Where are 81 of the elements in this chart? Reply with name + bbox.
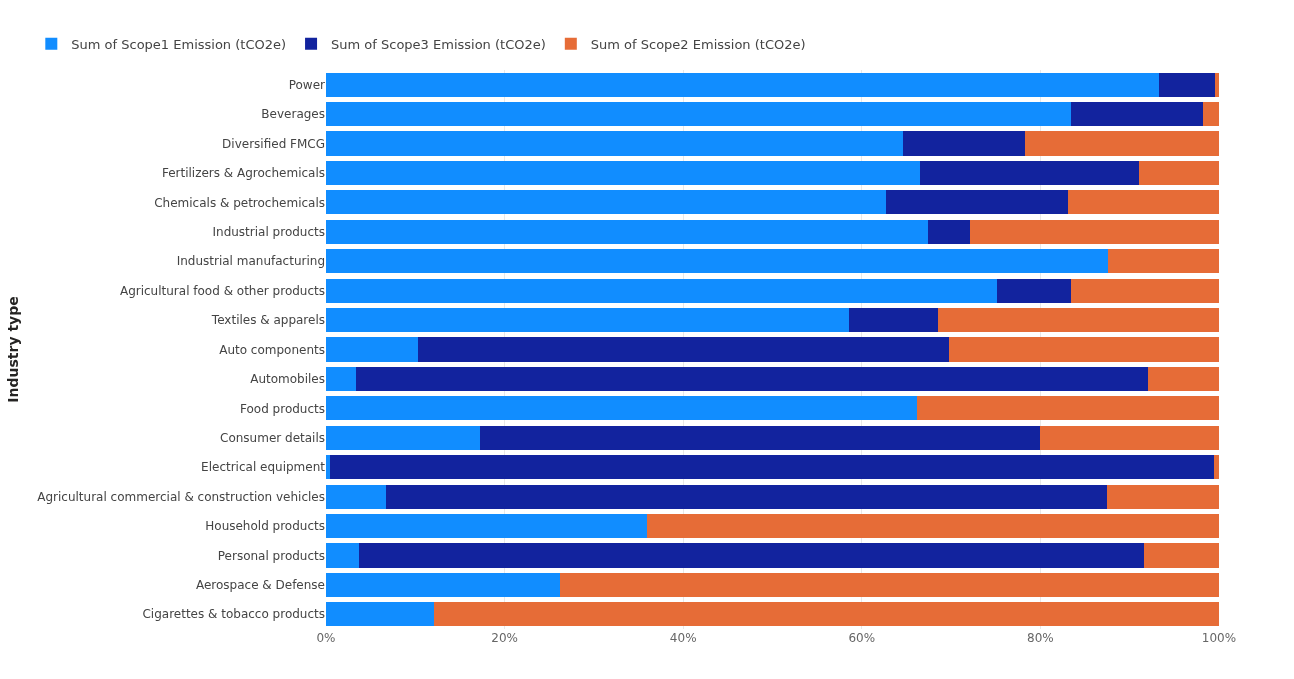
bar	[326, 337, 418, 362]
bar	[326, 131, 903, 156]
bar	[937, 308, 1219, 333]
y-tick-label: Chemicals & petrochemicals	[154, 195, 325, 210]
y-tick-label: Household products	[205, 519, 325, 534]
y-tick-label: Diversified FMCG	[222, 136, 325, 151]
bar	[329, 455, 1214, 480]
bar	[949, 337, 1219, 362]
bar	[1215, 72, 1219, 97]
y-axis-title: Industry type	[4, 296, 21, 403]
bar	[326, 396, 918, 421]
y-tick-label: Industrial products	[212, 225, 325, 240]
bar	[1025, 131, 1219, 156]
bar	[326, 219, 928, 244]
x-tick-label: 60%	[848, 631, 876, 645]
bar	[326, 72, 1160, 97]
bar	[917, 396, 1219, 421]
bar	[1202, 102, 1219, 127]
bar	[1147, 366, 1219, 391]
bar	[849, 308, 938, 333]
bar	[434, 602, 1219, 627]
bar	[480, 425, 1041, 450]
y-tick-label: Beverages	[261, 107, 325, 122]
bar	[356, 366, 1148, 391]
bar	[326, 513, 648, 539]
bar	[326, 160, 920, 186]
bar	[326, 308, 850, 333]
bar	[1159, 72, 1216, 97]
bar	[1070, 102, 1203, 127]
y-tick-label: Aerospace & Defense	[195, 578, 325, 593]
y-tick-label: Automobiles	[250, 372, 325, 387]
x-tick-label: 0%	[316, 631, 336, 645]
x-tick-label: 80%	[1027, 631, 1054, 645]
bar	[326, 543, 360, 568]
bar	[1108, 249, 1219, 274]
bar	[1107, 484, 1219, 509]
bar	[326, 425, 481, 450]
bar	[326, 484, 386, 509]
x-tick-label: 20%	[491, 631, 518, 645]
bar	[359, 543, 1144, 568]
bar	[326, 366, 357, 391]
legend-label: Sum of Scope2 Emission (tCO2e)	[590, 36, 806, 52]
bar	[326, 190, 886, 215]
bar	[326, 572, 560, 597]
legend-label: Sum of Scope3 Emission (tCO2e)	[331, 36, 546, 52]
bar	[1143, 543, 1219, 568]
y-tick-label: Textiles & apparels	[210, 313, 325, 328]
y-tick-label: Fertilizers & Agrochemicals	[161, 166, 325, 181]
y-tick-label: Agricultural commercial & construction vehicles	[37, 489, 325, 504]
legend-label: Sum of Scope1 Emission (tCO2e)	[71, 36, 287, 52]
bar	[885, 190, 1069, 215]
bar	[996, 278, 1071, 303]
y-tick-label: Personal products	[217, 548, 325, 563]
bar	[1070, 278, 1219, 303]
bar	[326, 455, 330, 480]
x-tick-label: 100%	[1201, 631, 1237, 645]
bar	[326, 602, 435, 627]
bar	[902, 131, 1026, 156]
x-tick-label: 40%	[669, 631, 697, 645]
y-tick-label: Consumer details	[220, 430, 325, 445]
bar	[919, 160, 1139, 186]
y-tick-label: Industrial manufacturing	[176, 254, 325, 269]
bar	[417, 337, 950, 362]
y-tick-label: Electrical equipment	[201, 460, 326, 475]
bar	[385, 484, 1108, 509]
y-tick-label: Agricultural food & other products	[119, 283, 325, 298]
bar	[969, 219, 1219, 244]
bar	[1138, 160, 1219, 186]
y-tick-label: Cigarettes & tobacco products	[142, 607, 325, 622]
y-tick-label: Auto components	[219, 342, 325, 357]
bar	[326, 278, 997, 303]
bar	[1068, 190, 1219, 215]
y-tick-label: Food products	[240, 401, 325, 416]
bar	[1040, 425, 1219, 450]
bar	[1213, 455, 1219, 480]
bar	[647, 513, 1219, 539]
y-tick-label: Power	[288, 77, 326, 92]
bar	[559, 572, 1219, 597]
bar	[326, 102, 1071, 127]
bar	[927, 219, 970, 244]
bar	[326, 249, 1109, 274]
